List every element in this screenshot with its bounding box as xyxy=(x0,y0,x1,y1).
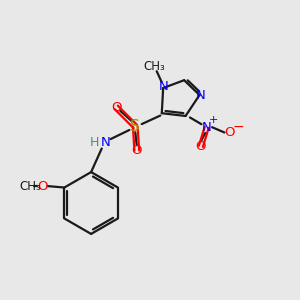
Text: H: H xyxy=(90,136,99,148)
Text: O: O xyxy=(131,144,142,157)
Text: CH₃: CH₃ xyxy=(19,180,41,193)
Text: CH₃: CH₃ xyxy=(143,60,165,73)
Text: S: S xyxy=(130,119,140,134)
Text: N: N xyxy=(202,121,211,134)
Text: O: O xyxy=(111,101,122,114)
Text: O: O xyxy=(224,126,235,139)
Text: −: − xyxy=(232,120,244,134)
Text: N: N xyxy=(158,80,168,93)
Text: +: + xyxy=(208,115,218,125)
Text: N: N xyxy=(101,136,111,149)
Text: N: N xyxy=(195,88,205,101)
Text: O: O xyxy=(196,140,206,153)
Text: O: O xyxy=(37,180,47,193)
